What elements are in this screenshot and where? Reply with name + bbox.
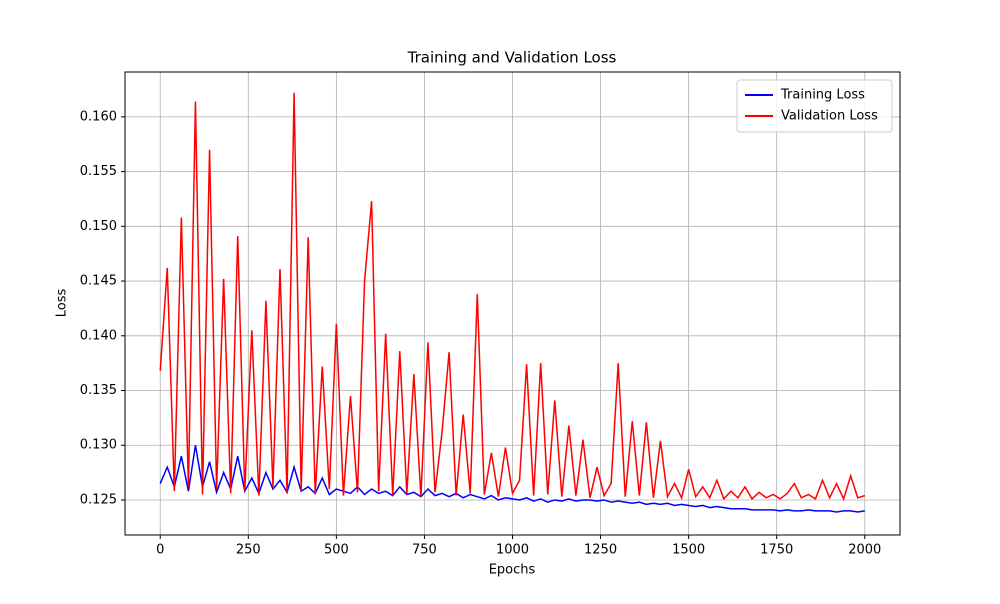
x-axis-label: Epochs <box>489 563 536 578</box>
y-tick-label: 0.160 <box>80 109 117 124</box>
y-tick-label: 0.155 <box>80 164 117 179</box>
x-tick-label: 2000 <box>848 543 881 558</box>
line-series <box>159 445 865 513</box>
legend-box <box>736 79 893 133</box>
x-tick-label: 750 <box>412 543 437 558</box>
chart-title: Training and Validation Loss <box>407 49 617 67</box>
legend-label: Validation Loss <box>781 109 878 124</box>
x-tick-label: 0 <box>156 543 164 558</box>
y-tick-label: 0.125 <box>80 492 117 507</box>
x-tick-label: 500 <box>324 543 349 558</box>
y-tick-label: 0.150 <box>80 219 117 234</box>
x-tick-label: 250 <box>236 543 261 558</box>
legend-label: Training Loss <box>780 88 865 103</box>
x-tick-label: 1000 <box>496 543 529 558</box>
y-tick-label: 0.145 <box>80 274 117 289</box>
y-tick-label: 0.135 <box>80 383 117 398</box>
y-tick-label: 0.130 <box>80 438 117 453</box>
y-tick-label: 0.140 <box>80 328 117 343</box>
line-series <box>159 92 865 501</box>
x-tick-label: 1250 <box>584 543 617 558</box>
plot-frame <box>124 71 901 536</box>
x-tick-label: 1750 <box>760 543 793 558</box>
legend: Training Loss Validation Loss <box>736 79 893 133</box>
x-tick-label: 1500 <box>672 543 705 558</box>
y-axis-label: Loss <box>55 289 70 318</box>
